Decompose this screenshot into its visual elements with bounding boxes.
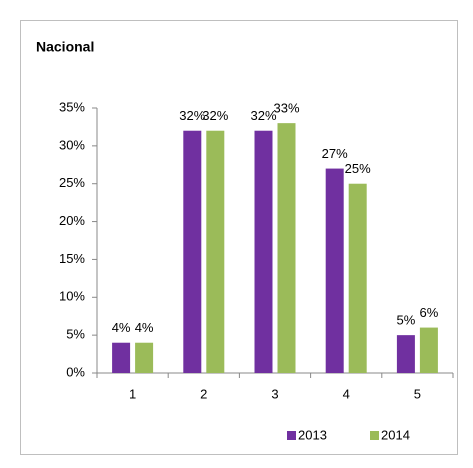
bar xyxy=(277,123,296,374)
y-tick-label: 15% xyxy=(59,251,85,266)
bar xyxy=(112,342,131,373)
bar xyxy=(325,168,344,373)
y-tick-label: 35% xyxy=(59,99,85,114)
x-tick-label: 5 xyxy=(414,386,421,401)
legend-swatch xyxy=(370,431,379,440)
x-tick-label: 1 xyxy=(129,386,136,401)
value-label: 4% xyxy=(112,320,131,335)
value-label: 33% xyxy=(273,101,299,116)
value-label: 4% xyxy=(135,320,154,335)
bar xyxy=(183,130,202,373)
x-tick-label: 3 xyxy=(271,386,278,401)
value-label: 32% xyxy=(250,108,276,123)
bar xyxy=(348,183,367,373)
chart-frame xyxy=(20,20,458,455)
bar xyxy=(396,335,415,373)
bar xyxy=(419,327,438,373)
bar xyxy=(206,130,225,373)
y-tick-label: 5% xyxy=(66,327,85,342)
value-label: 27% xyxy=(322,146,348,161)
bar xyxy=(254,130,273,373)
x-tick-label: 2 xyxy=(200,386,207,401)
y-tick-label: 0% xyxy=(66,364,85,379)
value-label: 32% xyxy=(202,108,228,123)
x-tick-label: 4 xyxy=(343,386,350,401)
chart-title: Nacional xyxy=(36,39,94,55)
value-label: 6% xyxy=(420,305,439,320)
legend-swatch xyxy=(287,431,296,440)
value-label: 5% xyxy=(397,313,416,328)
legend-label: 2014 xyxy=(381,427,410,442)
value-label: 32% xyxy=(179,108,205,123)
y-tick-label: 10% xyxy=(59,289,85,304)
bar xyxy=(135,342,154,373)
y-tick-label: 20% xyxy=(59,213,85,228)
y-tick-label: 25% xyxy=(59,175,85,190)
value-label: 25% xyxy=(345,161,371,176)
y-tick-label: 30% xyxy=(59,137,85,152)
legend-label: 2013 xyxy=(298,427,327,442)
